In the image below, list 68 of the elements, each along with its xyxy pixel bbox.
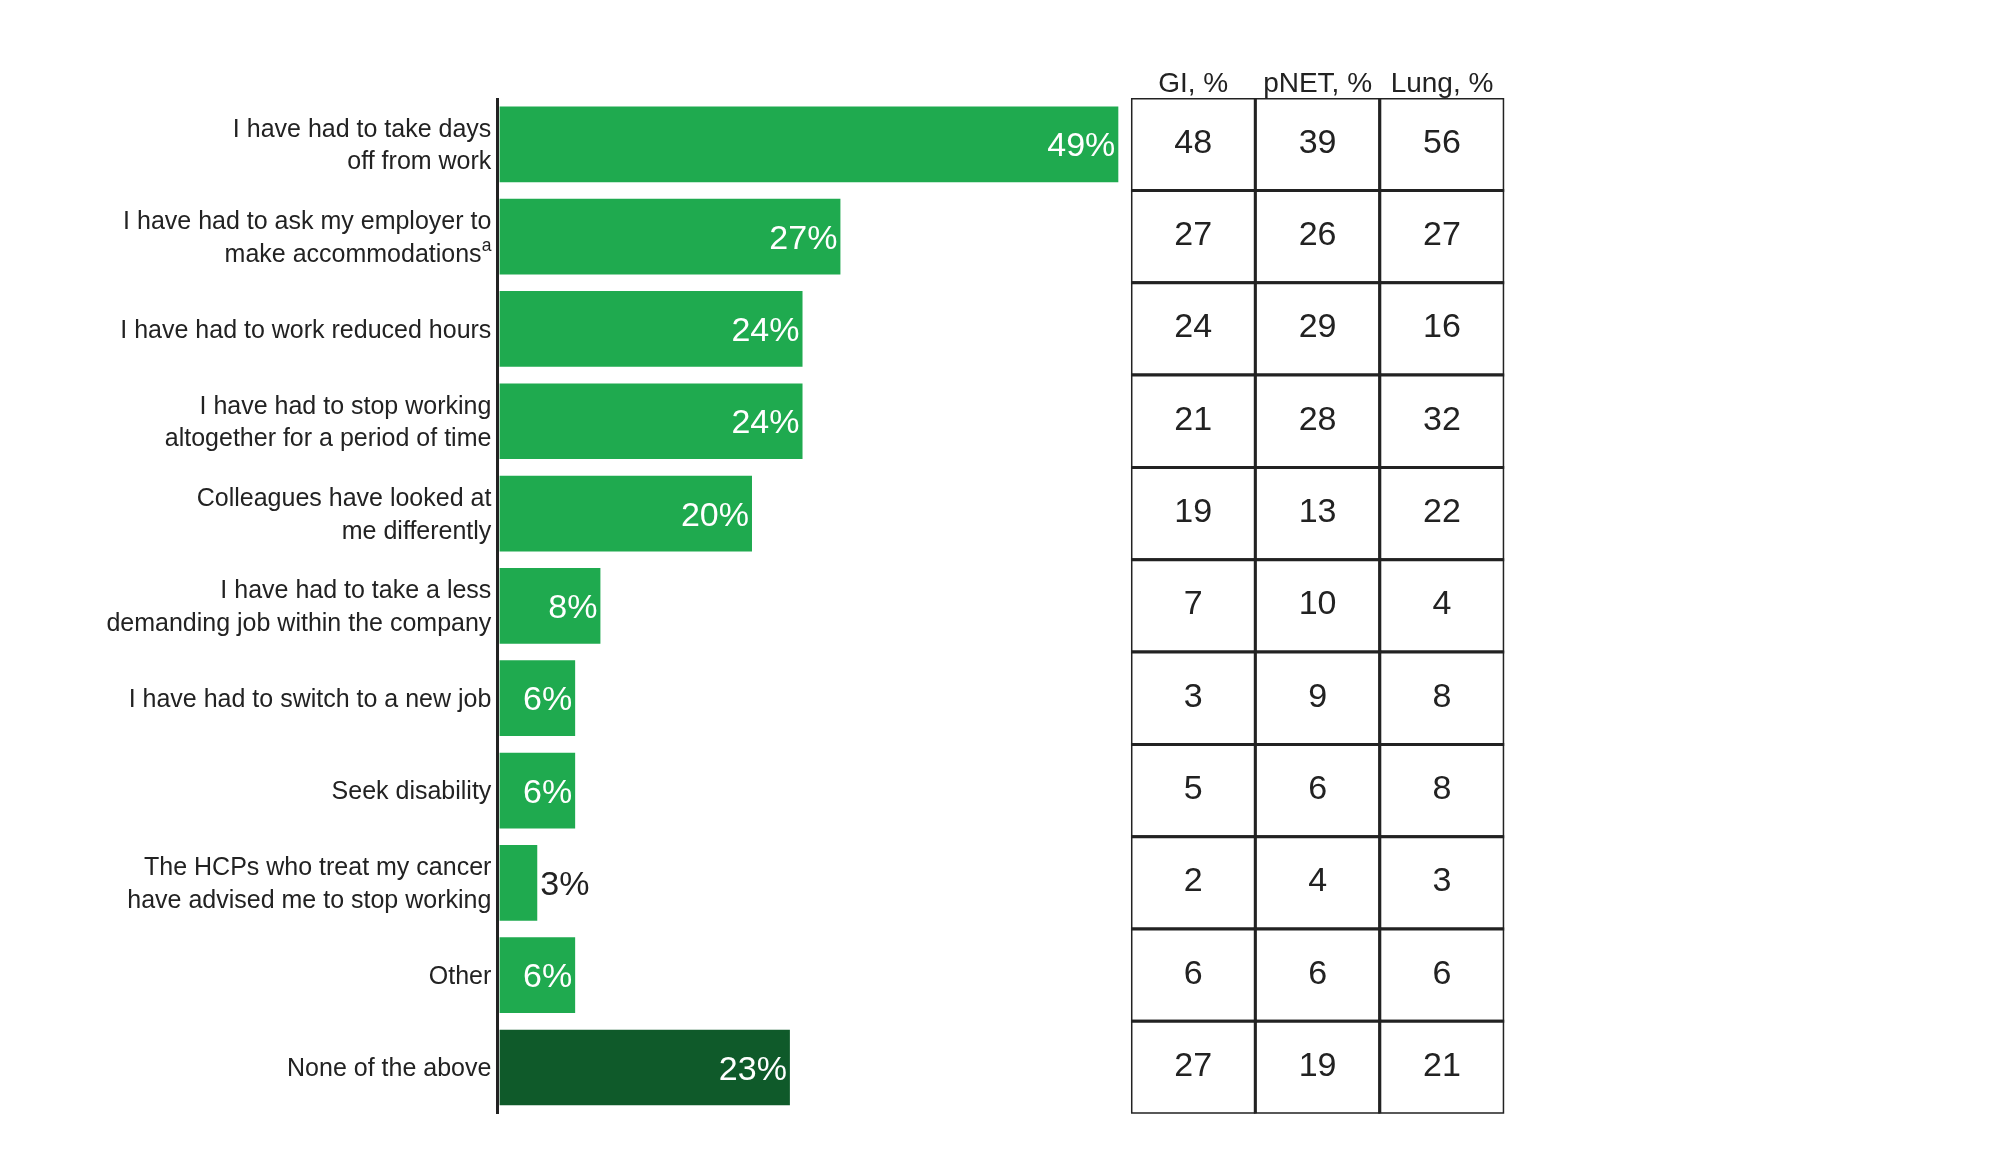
- bar: [499, 845, 538, 921]
- y-tick-label: I have had to take a less demanding job within the company: [106, 575, 492, 636]
- data-label: 2: [1183, 860, 1203, 899]
- data-label: 6: [1308, 768, 1328, 807]
- data-label: 26: [1298, 214, 1337, 253]
- y-tick-label: Colleagues have looked at me differently: [196, 483, 492, 544]
- data-label: 9: [1308, 675, 1328, 714]
- data-label: 20%: [680, 494, 749, 533]
- y-tick-label: The HCPs who treat my cancer have advised me to stop working: [127, 852, 492, 913]
- y-tick-label: I have had to stop working altogether for a period of time: [164, 390, 492, 452]
- x-tick-label: pNET, %: [1263, 66, 1373, 98]
- y-tick-label: None of the above: [287, 1053, 492, 1082]
- data-label: 49%: [1047, 125, 1116, 164]
- data-label: 6: [1432, 952, 1452, 991]
- data-label: 6: [1183, 952, 1203, 991]
- x-tick-label: GI, %: [1158, 66, 1229, 98]
- y-tick-label: I have had to ask my employer to make accommodations$^{a}$: [123, 206, 492, 267]
- data-label: 27%: [769, 217, 838, 256]
- bar: [499, 568, 601, 644]
- y-tick-label: I have had to take days off from work: [232, 113, 492, 175]
- data-label: 23%: [718, 1048, 787, 1087]
- y-tick-label: Other: [428, 960, 492, 989]
- data-label: 6%: [523, 679, 573, 718]
- data-label: 6%: [523, 956, 573, 995]
- data-label: 56: [1423, 121, 1461, 160]
- data-label: 24%: [731, 309, 800, 348]
- y-tick-label: I have had to work reduced hours: [120, 314, 492, 343]
- y-tick-label: I have had to switch to a new job: [128, 683, 492, 712]
- data-label: 8: [1432, 768, 1452, 807]
- data-label: 4: [1308, 860, 1328, 899]
- bar: [499, 1029, 790, 1106]
- bar: [499, 475, 752, 552]
- bar: [499, 383, 803, 460]
- data-label: 8%: [548, 586, 598, 625]
- data-label: 3%: [540, 863, 590, 902]
- bar: [499, 937, 576, 1014]
- bar: [499, 291, 803, 367]
- data-label: 16: [1423, 306, 1461, 345]
- data-label: 8: [1432, 675, 1452, 714]
- data-label: 3: [1183, 675, 1203, 714]
- data-label: 7: [1183, 583, 1203, 622]
- data-label: 13: [1298, 491, 1337, 530]
- data-label: 21: [1174, 398, 1213, 437]
- data-label: 21: [1423, 1045, 1461, 1084]
- y-tick-label: Seek disability: [331, 776, 492, 805]
- data-label: 3: [1432, 860, 1452, 899]
- data-label: 4: [1432, 583, 1452, 622]
- data-label: 22: [1423, 491, 1461, 530]
- data-label: 29: [1298, 306, 1337, 345]
- data-label: 24%: [731, 402, 800, 441]
- bar: [499, 198, 841, 275]
- data-label: 27: [1174, 1045, 1213, 1084]
- data-label: 28: [1298, 398, 1337, 437]
- data-label: 48: [1174, 121, 1213, 160]
- data-label: 24: [1174, 306, 1213, 345]
- data-label: 27: [1174, 214, 1213, 253]
- x-tick-label: Lung, %: [1390, 66, 1494, 98]
- data-label: 6: [1308, 952, 1328, 991]
- data-label: 10: [1298, 583, 1337, 622]
- data-label: 32: [1423, 398, 1461, 437]
- data-label: 6%: [523, 771, 573, 810]
- data-label: 39: [1298, 121, 1337, 160]
- bar: [499, 660, 576, 737]
- data-label: 19: [1174, 491, 1213, 530]
- bar: [499, 106, 1119, 183]
- data-label: 5: [1183, 768, 1203, 807]
- data-label: 27: [1423, 214, 1461, 253]
- data-label: 19: [1298, 1045, 1337, 1084]
